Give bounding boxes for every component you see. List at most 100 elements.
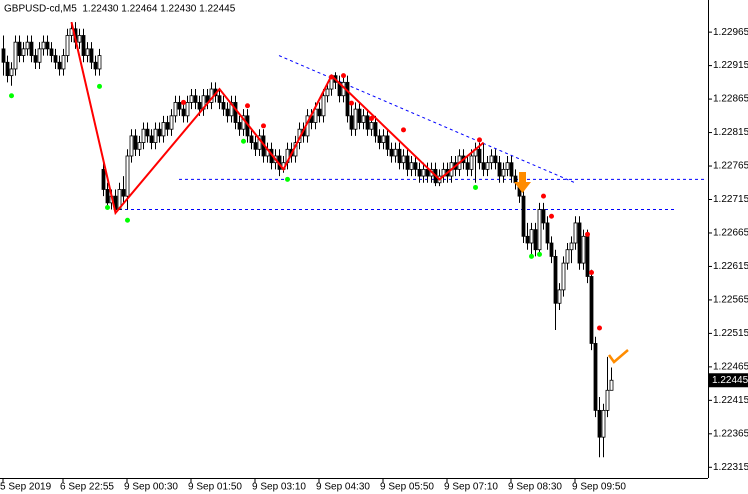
candle-body	[321, 95, 326, 117]
candle-body	[61, 55, 66, 70]
y-tick-label: 1.22465	[713, 362, 748, 373]
candle-body	[505, 162, 510, 170]
candle-body	[593, 343, 598, 411]
candle-body	[1, 48, 6, 63]
candle-body	[509, 162, 514, 177]
x-tick-label: 5 Sep 2019	[0, 482, 52, 493]
fractal-dot	[9, 93, 14, 99]
fractal-dot	[105, 205, 110, 211]
plot-area	[1, 21, 707, 458]
candle-body	[585, 235, 590, 277]
y-tick-label: 1.22615	[713, 261, 748, 272]
fractal-dot	[529, 253, 534, 259]
candle-body	[581, 235, 586, 264]
candle-body	[105, 189, 110, 204]
candle-body	[181, 108, 186, 117]
candle-body	[129, 135, 134, 157]
fractal-dot	[241, 138, 246, 144]
candle-body	[545, 222, 550, 244]
candle-body	[393, 148, 398, 157]
candle-body	[605, 389, 610, 411]
x-tick-label: 9 Sep 09:50	[572, 482, 626, 493]
fractal-dot	[537, 251, 542, 257]
chart-title: GBPUSD-cd,M5 1.22430 1.22464 1.22430 1.2…	[4, 4, 236, 15]
candle-body	[53, 55, 58, 63]
candle-body	[5, 61, 10, 77]
candle-body	[413, 162, 418, 170]
candle-body	[365, 115, 370, 130]
y-tick-label: 1.22365	[713, 428, 748, 439]
candle-body	[569, 242, 574, 251]
candle-body	[153, 128, 158, 143]
candle-body	[421, 168, 426, 177]
fractal-dot	[181, 99, 186, 105]
candle-body	[601, 409, 606, 438]
candle-body	[597, 409, 602, 438]
fractal-dot	[541, 193, 546, 199]
y-tick-label: 1.22415	[713, 395, 748, 406]
fractal-dot	[285, 176, 290, 182]
y-tick-label: 1.22865	[713, 94, 748, 105]
candle-body	[565, 249, 570, 264]
fractal-dot	[473, 184, 478, 190]
candle-body	[513, 175, 518, 184]
candle-body	[409, 162, 414, 170]
candle-body	[21, 48, 26, 56]
x-tick-label: 9 Sep 00:30	[124, 482, 178, 493]
candle-body	[9, 68, 14, 77]
candle-body	[177, 102, 182, 110]
candle-body	[397, 148, 402, 164]
candle-body	[389, 148, 394, 157]
fractal-dot	[97, 83, 102, 89]
candle-body	[57, 61, 62, 70]
candle-body	[373, 122, 378, 137]
y-tick-label: 1.22765	[713, 161, 748, 172]
candle-body	[169, 115, 174, 130]
candle-body	[493, 155, 498, 164]
candle-body	[237, 122, 242, 130]
candle-body	[361, 115, 366, 123]
candle-body	[381, 135, 386, 143]
x-tick-label: 6 Sep 22:55	[60, 482, 114, 493]
candle-body	[17, 41, 22, 56]
y-tick-label: 1.22965	[713, 27, 748, 38]
fractal-dot	[125, 217, 130, 223]
candle-body	[609, 379, 614, 391]
fractal-dot	[549, 213, 554, 219]
candle-body	[465, 162, 470, 170]
candle-body	[549, 242, 554, 257]
candle-body	[477, 148, 482, 164]
candle-body	[317, 108, 322, 117]
candle-body	[253, 142, 258, 150]
candle-body	[165, 122, 170, 130]
candle-body	[501, 168, 506, 177]
candle-body	[37, 48, 42, 63]
candle-body	[589, 276, 594, 344]
candle-body	[529, 229, 534, 244]
candle-body	[25, 41, 30, 50]
candle-body	[377, 135, 382, 143]
candle-body	[249, 135, 254, 143]
candle-body	[577, 222, 582, 264]
candle-body	[29, 41, 34, 56]
candle-body	[65, 35, 70, 56]
candle-body	[137, 142, 142, 150]
fractal-dot	[401, 127, 406, 133]
candle-body	[349, 115, 354, 130]
x-tick-label: 9 Sep 08:30	[508, 482, 562, 493]
last-price-box	[708, 373, 748, 388]
candle-body	[149, 135, 154, 143]
candle-body	[521, 195, 526, 237]
fractal-dot	[245, 103, 250, 109]
candle-body	[77, 35, 82, 43]
candle-body	[157, 128, 162, 137]
candle-body	[85, 48, 90, 56]
candle-body	[121, 189, 126, 197]
candle-body	[557, 289, 562, 304]
candle-body	[13, 41, 18, 70]
candle-body	[425, 168, 430, 177]
candle-body	[49, 48, 54, 56]
candle-body	[525, 235, 530, 244]
fractal-dot	[349, 100, 354, 106]
